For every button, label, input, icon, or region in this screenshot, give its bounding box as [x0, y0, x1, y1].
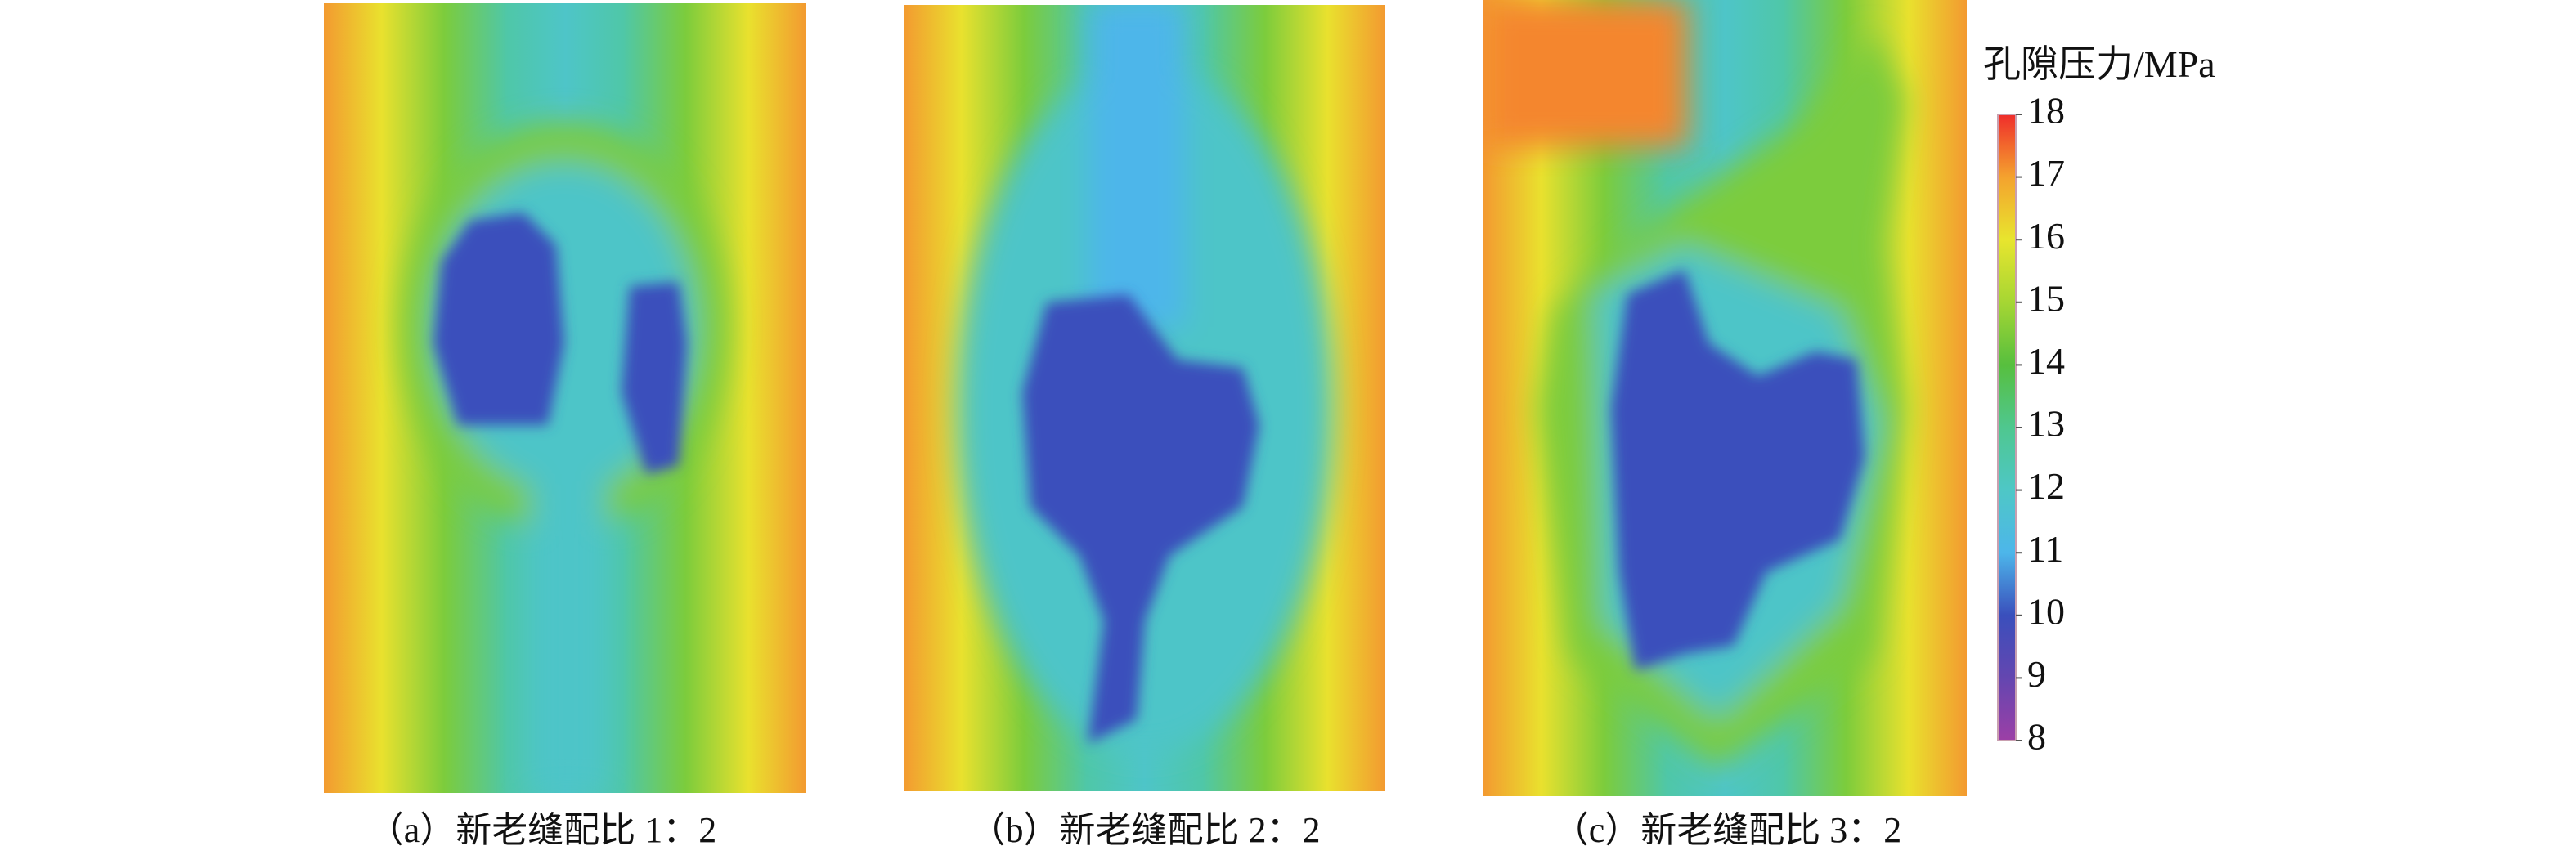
- colorbar-tick-label: 18: [2027, 90, 2065, 132]
- colorbar-tick-label: 16: [2027, 215, 2065, 257]
- colorbar: [1997, 114, 2017, 741]
- subplot-caption: （c）新老缝配比 3：2: [1553, 810, 1902, 850]
- colorbar-tick-label: 9: [2027, 653, 2046, 695]
- colorbar-label: 孔隙压力/MPa: [1983, 43, 2215, 85]
- pressure-field-c: [1483, 0, 1967, 796]
- colorbar-tick-label: 11: [2027, 528, 2063, 570]
- colorbar-tick-label: 10: [2027, 590, 2065, 632]
- colorbar-tick-label: 13: [2027, 403, 2065, 445]
- colorbar-tick-label: 17: [2027, 152, 2065, 194]
- colorbar-tick-label: 14: [2027, 340, 2065, 382]
- pressure-field-b: [904, 5, 1385, 791]
- subplot-caption: （b）新老缝配比 2：2: [970, 810, 1321, 850]
- subplot-caption: （a）新老缝配比 1：2: [368, 810, 717, 850]
- colorbar-tick-label: 8: [2027, 716, 2046, 758]
- colorbar-tick-label: 15: [2027, 277, 2065, 319]
- pressure-field-a: [324, 3, 806, 793]
- colorbar-tick-label: 12: [2027, 465, 2065, 507]
